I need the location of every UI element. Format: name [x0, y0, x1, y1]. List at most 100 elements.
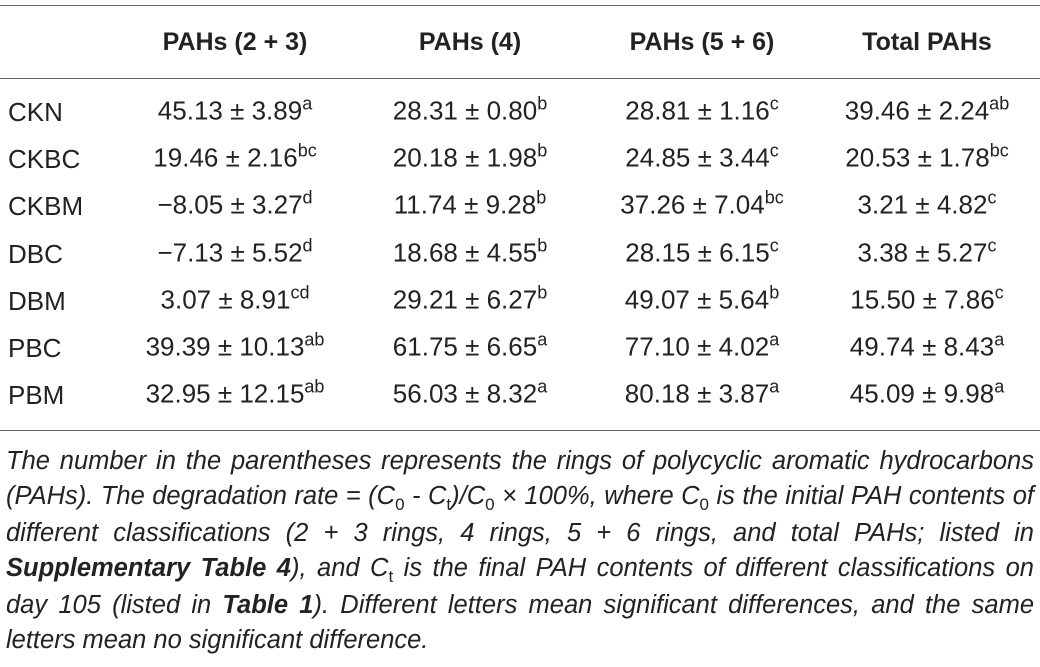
top-rule [0, 5, 1040, 6]
significance-letter: ab [304, 329, 325, 350]
table-cell: 49.74 ± 8.43a [849, 329, 1005, 365]
table-cell: 80.18 ± 3.87a [624, 376, 780, 412]
row-label: PBC [8, 333, 62, 363]
table-cell: 15.50 ± 7.86c [850, 282, 1004, 317]
footnote-text: is the final PAH contents of different c… [6, 554, 1034, 619]
column-header: PAHs (5 + 6) [629, 28, 775, 56]
table-cell: 45.13 ± 3.89a [157, 93, 313, 129]
table-cell: 49.07 ± 5.64b [624, 282, 780, 317]
cell-value: 32.95 ± 12.15 [145, 378, 305, 409]
table-cell: 32.95 ± 12.15ab [145, 376, 325, 412]
cell-value: −7.13 ± 5.52 [157, 237, 303, 268]
significance-letter: b [537, 93, 548, 114]
cell-value: 3.38 ± 5.27 [857, 237, 988, 268]
footnote-text: Table 1 [222, 591, 314, 619]
significance-letter: bc [989, 140, 1009, 161]
table-cell: 39.46 ± 2.24ab [844, 93, 1010, 129]
significance-letter: b [769, 282, 780, 303]
header-rule [0, 78, 1040, 79]
significance-letter: d [302, 235, 313, 256]
cell-value: 49.74 ± 8.43 [849, 331, 995, 362]
cell-value: 11.74 ± 9.28 [393, 189, 537, 220]
table-cell: 24.85 ± 3.44c [625, 140, 779, 176]
table-cell: 3.21 ± 4.82c [858, 187, 997, 223]
table-cell: −8.05 ± 3.27d [157, 187, 313, 223]
footnote-text: t [388, 567, 394, 586]
footnote-text: ), and C [290, 554, 389, 582]
cell-value: 28.15 ± 6.15 [625, 237, 770, 268]
table-cell: 18.68 ± 4.55b [392, 235, 548, 270]
significance-letter: a [302, 93, 313, 114]
cell-value: 24.85 ± 3.44 [625, 142, 770, 173]
table-cell: 20.18 ± 1.98b [393, 140, 548, 176]
table-cell: 39.39 ± 10.13ab [145, 329, 325, 365]
significance-letter: c [769, 140, 779, 161]
table-cell: 3.07 ± 8.91cd [160, 282, 310, 317]
cell-value: 28.81 ± 1.16 [625, 95, 770, 126]
cell-value: 80.18 ± 3.87 [624, 378, 770, 409]
significance-letter: c [769, 93, 779, 114]
significance-letter: cd [290, 282, 310, 303]
footnote-text: 0 [485, 495, 495, 514]
significance-letter: c [987, 235, 997, 256]
table-cell: 77.10 ± 4.02a [624, 329, 780, 365]
bottom-rule [0, 430, 1040, 431]
significance-letter: b [537, 282, 548, 303]
significance-letter: ab [304, 376, 325, 397]
footnote-text: 0 [699, 495, 709, 514]
significance-letter: a [769, 376, 780, 397]
table-cell: 28.81 ± 1.16c [625, 93, 779, 129]
row-label: CKN [8, 97, 63, 127]
table-cell: 20.53 ± 1.78bc [845, 140, 1009, 176]
significance-letter: a [994, 329, 1005, 350]
significance-letter: a [537, 376, 548, 397]
table-cell: 11.74 ± 9.28b [393, 187, 547, 223]
column-header: PAHs (2 + 3) [162, 28, 308, 56]
significance-letter: b [537, 140, 548, 161]
table-cell: 28.15 ± 6.15c [625, 235, 779, 270]
footnote-text: ). Different letters mean significant di… [6, 591, 1034, 654]
cell-value: −8.05 ± 3.27 [157, 189, 303, 220]
cell-value: 15.50 ± 7.86 [850, 284, 995, 315]
cell-value: 3.07 ± 8.91 [160, 284, 291, 315]
row-label: DBM [8, 285, 66, 316]
cell-value: 28.31 ± 0.80 [392, 95, 538, 126]
table-cell: 3.38 ± 5.27c [857, 235, 997, 270]
cell-value: 39.39 ± 10.13 [145, 331, 305, 362]
cell-value: 20.53 ± 1.78 [845, 142, 990, 173]
significance-letter: a [994, 376, 1005, 397]
footnote-text: is the initial PAH contents of different… [6, 482, 1034, 547]
cell-value: 39.46 ± 2.24 [844, 95, 990, 126]
row-label: DBC [8, 238, 63, 269]
cell-value: 29.21 ± 6.27 [392, 284, 538, 315]
table-cell: 37.26 ± 7.04bc [620, 187, 784, 223]
cell-value: 19.46 ± 2.16 [153, 142, 298, 173]
significance-letter: c [994, 282, 1004, 303]
significance-letter: bc [764, 187, 784, 208]
significance-letter: c [987, 187, 997, 208]
footnote-text: Supplementary Table 4 [6, 554, 291, 582]
column-header: PAHs (4) [418, 28, 522, 56]
footnote-text: × 100%, where C [494, 482, 700, 510]
significance-letter: c [769, 235, 779, 256]
cell-value: 77.10 ± 4.02 [624, 331, 770, 362]
table-cell: 56.03 ± 8.32a [393, 376, 548, 412]
footnote: The number in the parentheses represents… [6, 444, 1034, 658]
significance-letter: d [302, 187, 313, 208]
significance-letter: a [537, 329, 548, 350]
significance-letter: b [536, 187, 547, 208]
row-label: CKBM [8, 191, 84, 222]
significance-letter: ab [989, 93, 1010, 114]
cell-value: 45.13 ± 3.89 [157, 95, 303, 126]
table-cell: 61.75 ± 6.65a [393, 329, 548, 365]
footnote-text: )/C [451, 482, 486, 510]
significance-letter: b [537, 235, 548, 256]
cell-value: 18.68 ± 4.55 [392, 237, 538, 268]
cell-value: 37.26 ± 7.04 [620, 189, 765, 220]
cell-value: 49.07 ± 5.64 [624, 284, 770, 315]
row-label: CKBC [8, 144, 81, 175]
significance-letter: a [769, 329, 780, 350]
cell-value: 45.09 ± 9.98 [849, 378, 995, 409]
column-header: Total PAHs [862, 28, 992, 56]
row-label: PBM [8, 380, 65, 411]
